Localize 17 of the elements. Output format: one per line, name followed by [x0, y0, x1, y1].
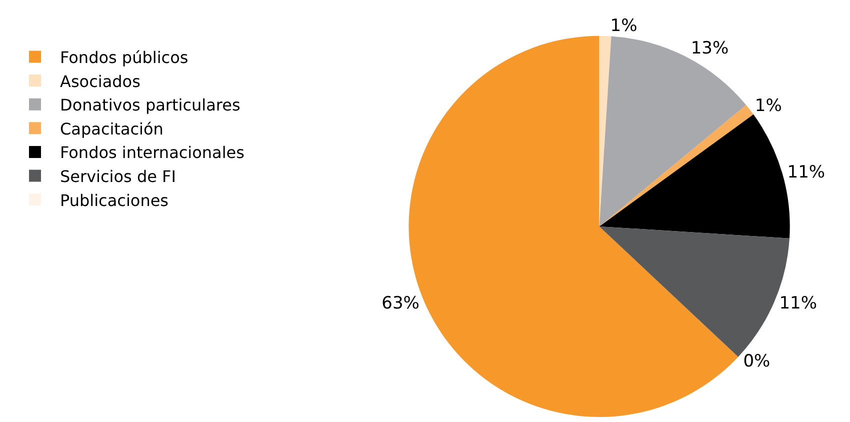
- data-label: 11%: [779, 294, 817, 314]
- data-label: 13%: [690, 38, 729, 59]
- legend-label: Capacitación: [60, 119, 164, 138]
- legend-label: Servicios de FI: [60, 166, 176, 186]
- legend-label: Donativos particulares: [60, 96, 240, 115]
- data-label: 1%: [754, 96, 782, 116]
- legend-label: Fondos públicos: [60, 48, 188, 67]
- data-label: 63%: [382, 294, 420, 314]
- legend-label: Publicaciones: [60, 190, 169, 210]
- text: 0%: [743, 352, 770, 372]
- data-label: 11%: [787, 162, 826, 182]
- pie-slice: [599, 114, 790, 238]
- legend-label: Fondos internacionales: [60, 143, 244, 162]
- pie-slice: [599, 104, 754, 226]
- legend-label: Asociados: [60, 72, 140, 91]
- data-label: 1%: [610, 16, 638, 36]
- pie-slice: [599, 36, 746, 226]
